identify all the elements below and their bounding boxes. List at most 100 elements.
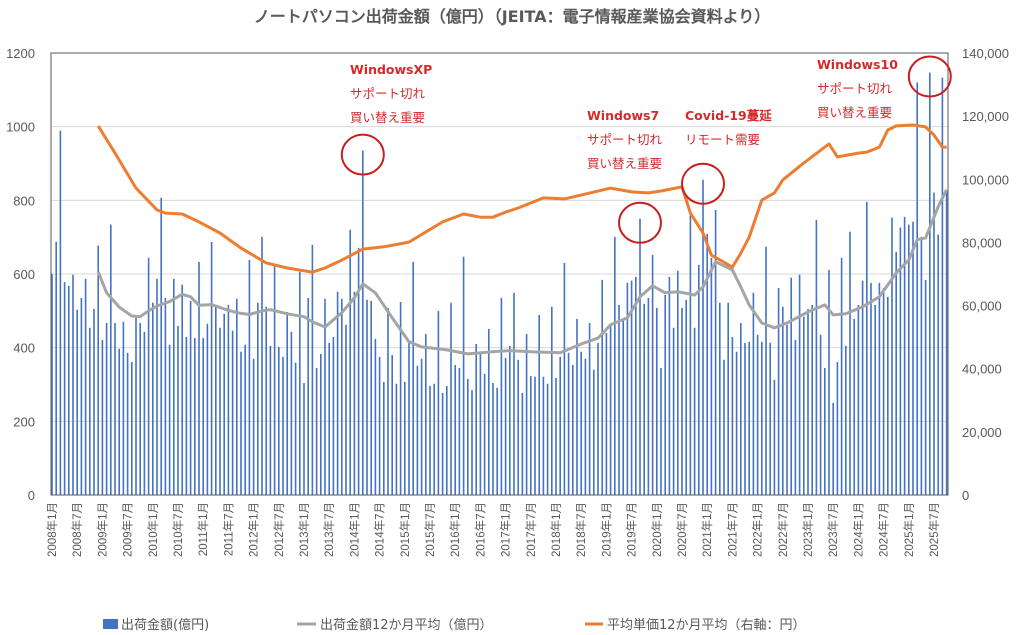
bar (244, 344, 246, 495)
bar (656, 307, 658, 495)
bar (496, 387, 498, 495)
bar (916, 82, 918, 495)
bar (836, 362, 839, 495)
bar (752, 292, 755, 495)
bar (252, 358, 255, 495)
x-tick-label: 2022年1月 (751, 502, 765, 557)
bar (924, 279, 927, 495)
bar (504, 357, 507, 495)
bar (912, 221, 914, 496)
bar (782, 306, 784, 495)
x-tick-label: 2014年1月 (347, 502, 361, 557)
bar (261, 236, 263, 495)
bar (811, 304, 813, 495)
left-tick-label: 1000 (6, 120, 35, 135)
bar (450, 302, 452, 495)
x-tick-label: 2014年7月 (373, 502, 387, 557)
x-tick-label: 2020年7月 (675, 502, 689, 557)
bar (420, 358, 423, 495)
bar (542, 376, 545, 495)
bar (399, 301, 402, 495)
bar (525, 334, 528, 495)
bar (105, 322, 108, 495)
bar (786, 324, 788, 495)
legend-item-avg: 出荷金額12か月平均（億円） (297, 617, 493, 633)
bar (475, 343, 477, 495)
bar (202, 338, 204, 495)
bar (114, 322, 116, 495)
bar (135, 317, 137, 495)
bar (492, 383, 494, 495)
bar (580, 351, 582, 495)
annotation-text: リモート需要 (685, 132, 760, 147)
bar (710, 257, 713, 495)
bar (731, 336, 734, 495)
x-tick-label: 2024年1月 (851, 502, 865, 557)
x-tick-label: 2015年1月 (398, 502, 412, 557)
legend-label-bars: 出荷金額(億円) (121, 617, 209, 633)
bar (51, 274, 53, 495)
bar (156, 278, 158, 495)
bar (404, 381, 406, 495)
bar (702, 179, 704, 495)
bar (689, 212, 692, 495)
bar (303, 383, 305, 495)
bar (937, 234, 939, 496)
right-tick-label: 140,000 (962, 46, 1009, 61)
bar (55, 241, 57, 495)
bar (903, 216, 906, 496)
left-axis-ticks: 0 200 400 600 800 1000 1200 (6, 46, 35, 503)
bar (173, 278, 175, 495)
bar (416, 365, 419, 495)
bar (853, 318, 855, 495)
x-tick-label: 2018年7月 (574, 502, 588, 557)
bar (248, 260, 251, 495)
bar (177, 325, 179, 495)
bar (101, 339, 104, 495)
bar (664, 294, 666, 495)
left-tick-label: 600 (13, 267, 35, 282)
bar (723, 359, 725, 495)
x-tick-label: 2023年7月 (826, 502, 840, 557)
bar (471, 390, 473, 495)
bar (626, 282, 629, 495)
right-tick-label: 0 (962, 488, 969, 503)
bar (412, 261, 414, 495)
bar (68, 285, 70, 495)
x-tick-label: 2020年1月 (650, 502, 664, 557)
x-tick-label: 2013年7月 (322, 502, 336, 557)
bar (945, 191, 948, 495)
bar (563, 262, 566, 495)
bar (672, 327, 675, 495)
bar (429, 385, 431, 495)
legend-swatch-bars (103, 619, 118, 629)
bar (538, 314, 540, 495)
right-tick-label: 40,000 (962, 362, 1002, 377)
bar (819, 334, 822, 495)
bar (328, 342, 330, 495)
bar (744, 342, 746, 495)
plot-frame (50, 52, 949, 496)
bar (761, 341, 763, 495)
bar (601, 279, 603, 495)
bar (206, 323, 209, 495)
bar (89, 327, 91, 495)
bar (320, 353, 322, 495)
bar (286, 311, 288, 495)
bar (635, 276, 637, 495)
bar (294, 362, 297, 495)
bar (63, 282, 66, 495)
bar (185, 336, 188, 495)
annotation-text: Windows10 (817, 57, 898, 72)
right-tick-label: 80,000 (962, 235, 1002, 250)
bar (828, 269, 830, 495)
bar (76, 309, 78, 495)
x-tick-label: 2015年7月 (423, 502, 437, 557)
gridlines (51, 126, 948, 422)
bar (546, 383, 549, 495)
bar (378, 356, 381, 495)
bar (500, 297, 503, 495)
bar (933, 192, 935, 495)
